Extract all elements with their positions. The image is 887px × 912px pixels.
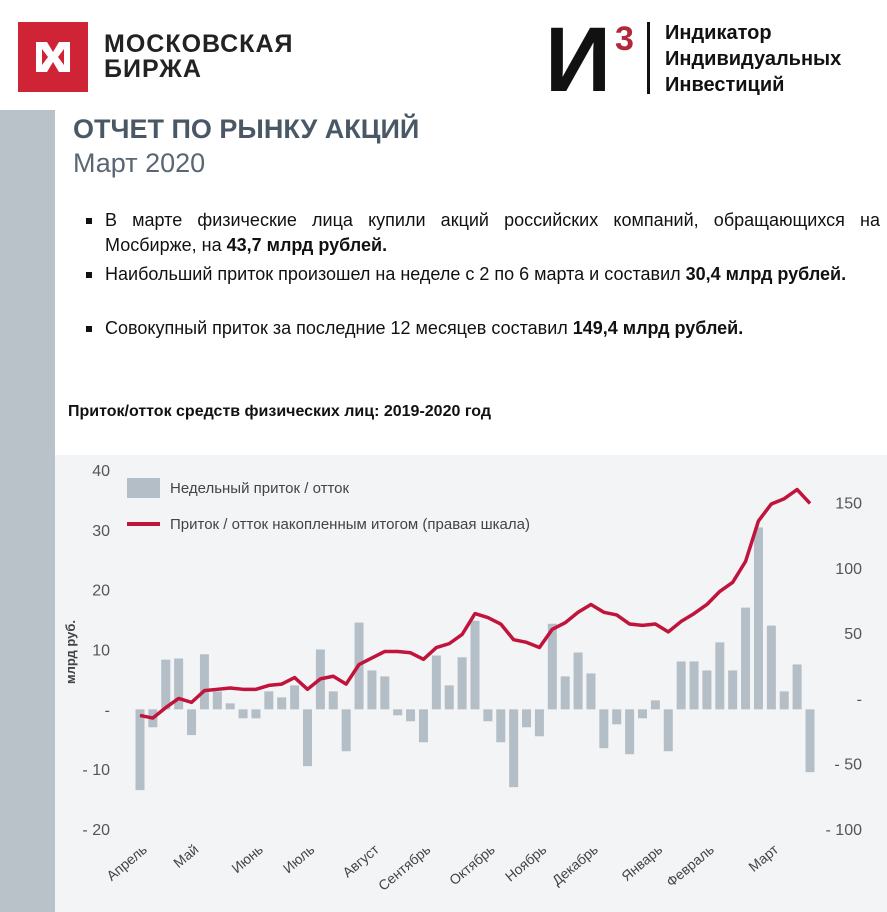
bar bbox=[251, 709, 261, 719]
bar bbox=[496, 709, 506, 743]
bar bbox=[483, 709, 493, 722]
bar bbox=[612, 709, 622, 725]
bar bbox=[277, 697, 287, 710]
bar bbox=[805, 709, 815, 773]
bar bbox=[586, 673, 596, 710]
bar bbox=[676, 661, 686, 710]
legend-swatch bbox=[127, 478, 160, 498]
bar bbox=[380, 676, 390, 710]
bar bbox=[431, 655, 441, 710]
y2-tick-label: - 100 bbox=[826, 822, 863, 839]
bar bbox=[728, 670, 738, 710]
bar bbox=[792, 664, 802, 710]
report-subtitle: Март 2020 bbox=[73, 148, 206, 178]
y-tick-label: 30 bbox=[92, 523, 110, 540]
bullet: Наибольший приток произошел на неделе с … bbox=[86, 262, 880, 287]
y-tick-label: - 20 bbox=[82, 822, 110, 839]
bar bbox=[573, 652, 583, 710]
index-line: Инвестиций bbox=[665, 74, 785, 96]
bar bbox=[341, 709, 351, 752]
y-tick-label: 20 bbox=[92, 583, 110, 600]
bar bbox=[225, 703, 235, 710]
divider bbox=[647, 22, 650, 94]
bar bbox=[534, 709, 544, 737]
y-tick-label: 10 bbox=[92, 643, 110, 660]
bar bbox=[457, 657, 467, 710]
bar bbox=[560, 676, 570, 710]
bar bbox=[650, 700, 660, 710]
bar bbox=[367, 670, 377, 710]
bullet: В марте физические лица купили акций рос… bbox=[86, 208, 880, 258]
line bbox=[139, 487, 812, 720]
bar bbox=[199, 654, 209, 710]
logo-line: МОСКОВСКАЯ bbox=[104, 30, 294, 58]
bar bbox=[187, 709, 197, 736]
bar bbox=[689, 661, 699, 710]
bullet-text: Наибольший приток произошел на неделе с … bbox=[105, 264, 686, 284]
bar bbox=[753, 527, 763, 710]
bar bbox=[174, 658, 184, 710]
y2-tick-label: 100 bbox=[835, 561, 862, 578]
bar bbox=[547, 623, 557, 710]
legend-label: Приток / отток накопленным итогом (права… bbox=[170, 516, 530, 533]
bar bbox=[741, 607, 751, 710]
bullet-text: 43,7 млрд рублей. bbox=[226, 235, 388, 255]
bar bbox=[663, 709, 673, 752]
bar bbox=[444, 685, 454, 710]
bar bbox=[264, 691, 274, 710]
bar bbox=[715, 642, 725, 710]
report-title: ОТЧЕТ ПО РЫНКУ АКЦИЙ bbox=[73, 114, 420, 144]
bullet-text: 149,4 млрд рублей. bbox=[572, 318, 744, 338]
bar bbox=[522, 709, 532, 728]
bar bbox=[766, 625, 776, 710]
bar bbox=[470, 620, 480, 710]
index-line: Индикатор bbox=[665, 22, 772, 44]
bar bbox=[303, 709, 312, 767]
index-text: Индикатор Индивидуальных Инвестиций bbox=[665, 20, 841, 98]
y2-tick-label: 150 bbox=[835, 496, 862, 513]
y2-tick-label: 50 bbox=[844, 626, 862, 643]
y-axis-label: млрд руб. bbox=[63, 620, 78, 684]
index-sup: 3 bbox=[615, 20, 634, 58]
bar bbox=[238, 709, 248, 719]
logo-line: БИРЖА bbox=[104, 55, 202, 83]
bar bbox=[702, 670, 712, 710]
bar bbox=[212, 691, 222, 710]
bar bbox=[406, 709, 416, 722]
index-letter: И bbox=[545, 9, 612, 111]
chart-title: Приток/отток средств физических лиц: 201… bbox=[68, 403, 491, 420]
bar bbox=[638, 709, 647, 719]
bar bbox=[779, 691, 789, 710]
bullet-text: Совокупный приток за последние 12 месяце… bbox=[105, 318, 573, 338]
bullet-text: В марте физические лица купили акций рос… bbox=[105, 210, 880, 255]
bar bbox=[625, 709, 635, 755]
y2-tick-label: - 50 bbox=[834, 757, 862, 774]
bar bbox=[393, 709, 403, 716]
y-tick-label: - bbox=[105, 702, 110, 719]
y-tick-label: - 10 bbox=[82, 762, 110, 779]
bullet: Совокупный приток за последние 12 месяце… bbox=[86, 316, 880, 341]
bar bbox=[161, 659, 171, 710]
bar bbox=[599, 709, 609, 749]
bar bbox=[328, 691, 338, 710]
bullet-text: 30,4 млрд рублей. bbox=[685, 264, 847, 284]
y2-tick-label: - bbox=[857, 691, 862, 708]
index-line: Индивидуальных bbox=[665, 48, 842, 70]
sidebar bbox=[0, 110, 55, 912]
bar bbox=[290, 685, 300, 710]
logo-icon bbox=[18, 22, 88, 92]
logo-text: МОСКОВСКАЯ БИРЖА bbox=[104, 32, 293, 82]
bar bbox=[509, 709, 519, 788]
legend-label: Недельный приток / отток bbox=[170, 480, 350, 497]
y-tick-label: 40 bbox=[92, 463, 110, 480]
bar bbox=[418, 709, 428, 743]
bar bbox=[135, 709, 145, 791]
